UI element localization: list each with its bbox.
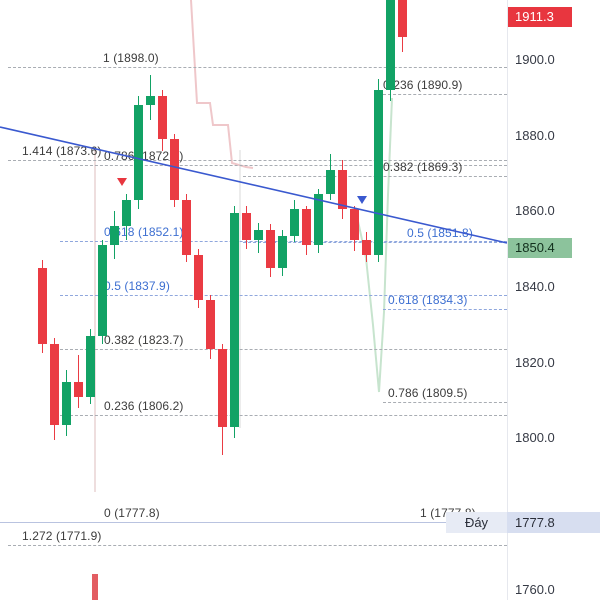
price-tick: 1860.0 — [515, 203, 555, 219]
candle-body — [289, 209, 299, 236]
fib-level-label[interactable]: 0.382 (1869.3) — [383, 160, 463, 174]
fib-level-line[interactable] — [8, 544, 507, 546]
candle-body — [253, 230, 263, 240]
candle-body — [265, 230, 275, 268]
fib-level-label[interactable]: 1.414 (1873.6) — [22, 143, 102, 158]
candles-layer — [37, 0, 407, 456]
candle-body — [217, 349, 227, 428]
price-axis[interactable]: 1911.3 1850.4 1900.0 1880.0 1860.0 1840.0 18… — [507, 0, 600, 600]
candle-body — [181, 199, 191, 255]
bottom-level-price-badge: 1777.8 — [507, 512, 600, 534]
fib-level-line[interactable] — [60, 294, 507, 296]
sell-marker-icon[interactable] — [117, 178, 127, 186]
fib-level-line[interactable] — [8, 67, 507, 69]
candle-body — [145, 95, 155, 106]
candle-body — [133, 105, 143, 200]
fib-level-line[interactable] — [8, 159, 507, 161]
mid-price-badge: 1850.4 — [508, 237, 572, 258]
fib-level-line[interactable] — [383, 308, 507, 310]
fib-level-label[interactable]: 0.786 (1809.5) — [388, 386, 468, 401]
fib-level-label[interactable]: 0.236 (1806.2) — [104, 398, 184, 413]
fib-level-label[interactable]: 0.618 (1852.1) — [104, 225, 184, 240]
trendline-marker-icon[interactable] — [357, 196, 367, 204]
candle-body — [313, 194, 323, 246]
fib-level-label[interactable]: 0.5 (1837.9) — [104, 278, 170, 293]
candle-body — [61, 381, 71, 426]
candle-body — [301, 209, 311, 246]
candle-body — [85, 336, 95, 397]
price-tick: 1900.0 — [515, 51, 555, 67]
bottom-level-strip: Đáy 1777.8 — [446, 512, 600, 534]
bottom-red-bar — [92, 574, 98, 600]
price-tick: 1820.0 — [515, 354, 555, 370]
candle-body — [229, 213, 239, 428]
fib-level-label[interactable]: 0.618 (1834.3) — [388, 292, 468, 307]
fib-level-label[interactable]: 0 (1777.8) — [104, 506, 160, 521]
candle-body — [169, 139, 179, 200]
candle-body — [109, 226, 119, 246]
candle-body — [97, 245, 107, 337]
fib-level-line[interactable] — [383, 94, 507, 96]
price-tick: 1800.0 — [515, 430, 555, 446]
candle-body — [49, 343, 59, 426]
candle-body — [37, 268, 47, 344]
candle-body — [337, 169, 347, 210]
trend-line[interactable] — [0, 126, 508, 244]
fib-level-line[interactable] — [60, 414, 507, 416]
candle-body — [373, 90, 383, 255]
candle-body — [73, 381, 83, 397]
fib-level-line[interactable] — [60, 164, 507, 166]
candle-body — [193, 254, 203, 301]
candle-body — [361, 239, 371, 255]
fib-level-line[interactable] — [60, 348, 507, 350]
fib-level-label[interactable]: 0.786 (1872.3) — [104, 148, 184, 163]
fib-level-label[interactable]: 0.236 (1890.9) — [383, 78, 463, 93]
candle-body — [349, 209, 359, 240]
candle-body — [121, 199, 131, 227]
price-tick: 1760.0 — [515, 581, 555, 597]
candle-body — [385, 0, 395, 91]
fib-level-label[interactable]: 0.382 (1823.7) — [104, 332, 184, 347]
fib-level-label[interactable]: 1.272 (1771.9) — [22, 528, 102, 543]
faint-indicator-line — [190, 0, 254, 169]
candle-body — [157, 95, 167, 140]
candle-body — [241, 213, 251, 240]
bottom-level-tag: Đáy — [446, 512, 507, 534]
chart-foreground-drawings — [0, 126, 508, 244]
fib-level-label[interactable]: 1 (1898.0) — [103, 51, 159, 66]
chart-canvas[interactable]: 1 (1898.0) 0.236 (1890.9) 1.414 (1873.6) 0.… — [0, 0, 508, 600]
fib-level-label[interactable]: 0.5 (1851.8) — [407, 226, 473, 241]
candle-body — [325, 169, 335, 195]
price-tick: 1840.0 — [515, 278, 555, 294]
price-tick: 1880.0 — [515, 127, 555, 143]
candle-body — [277, 235, 287, 268]
bottom-level-line[interactable] — [0, 522, 507, 524]
last-price-badge: 1911.3 — [508, 7, 572, 27]
candle-body — [397, 0, 407, 38]
fib-level-line[interactable] — [383, 402, 507, 404]
candle-body — [205, 300, 215, 350]
